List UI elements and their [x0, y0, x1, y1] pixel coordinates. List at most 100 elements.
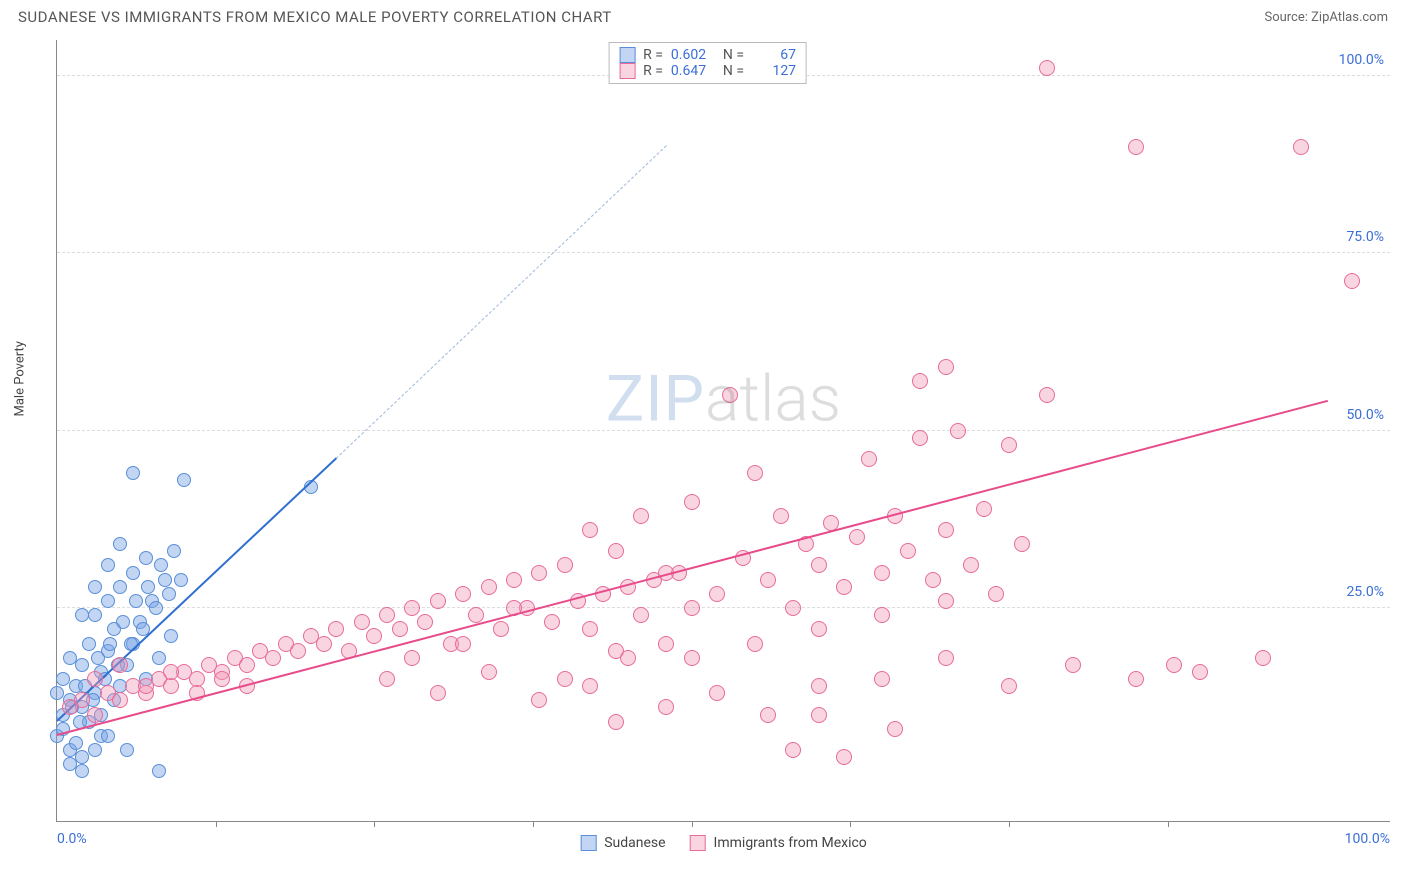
data-point — [557, 671, 573, 687]
r-label: R = — [643, 47, 663, 63]
gridline — [57, 430, 1390, 431]
data-point — [177, 473, 191, 487]
data-point — [658, 636, 674, 652]
chart-title: SUDANESE VS IMMIGRANTS FROM MEXICO MALE … — [18, 8, 612, 26]
n-value: 67 — [752, 47, 796, 63]
data-point — [139, 551, 153, 565]
data-point — [113, 537, 127, 551]
data-point — [430, 593, 446, 609]
x-tick — [216, 821, 217, 827]
data-point — [74, 692, 90, 708]
data-point — [101, 594, 115, 608]
data-point — [976, 501, 992, 517]
data-point — [265, 650, 281, 666]
data-point — [963, 557, 979, 573]
data-point — [481, 664, 497, 680]
data-point — [912, 430, 928, 446]
data-point — [88, 743, 102, 757]
data-point — [239, 657, 255, 673]
x-tick — [850, 821, 851, 827]
data-point — [506, 572, 522, 588]
data-point — [1128, 139, 1144, 155]
data-point — [112, 692, 128, 708]
data-point — [633, 508, 649, 524]
data-point — [404, 600, 420, 616]
data-point — [684, 650, 700, 666]
data-point — [126, 466, 140, 480]
data-point — [75, 608, 89, 622]
data-point — [608, 543, 624, 559]
data-point — [836, 579, 852, 595]
x-tick-min: 0.0% — [57, 831, 87, 847]
legend-label: Sudanese — [604, 835, 665, 851]
data-point — [174, 573, 188, 587]
data-point — [938, 593, 954, 609]
data-point — [709, 586, 725, 602]
legend-stats-row: R =0.647N =127 — [619, 63, 796, 79]
trend-line — [336, 145, 667, 459]
data-point — [163, 678, 179, 694]
data-point — [455, 586, 471, 602]
data-point — [874, 607, 890, 623]
y-axis-label: Male Poverty — [13, 341, 28, 416]
data-point — [468, 607, 484, 623]
data-point — [912, 373, 928, 389]
data-point — [91, 651, 105, 665]
data-point — [379, 671, 395, 687]
legend-swatch — [619, 47, 635, 63]
data-point — [747, 465, 763, 481]
data-point — [87, 707, 103, 723]
data-point — [620, 650, 636, 666]
data-point — [811, 707, 827, 723]
data-point — [152, 764, 166, 778]
data-point — [101, 558, 115, 572]
data-point — [785, 742, 801, 758]
data-point — [138, 678, 154, 694]
data-point — [722, 387, 738, 403]
data-point — [811, 678, 827, 694]
data-point — [392, 621, 408, 637]
legend-label: Immigrants from Mexico — [714, 835, 867, 851]
data-point — [379, 607, 395, 623]
x-tick — [533, 821, 534, 827]
x-tick — [374, 821, 375, 827]
legend-swatch — [690, 835, 706, 851]
n-label: N = — [723, 47, 744, 63]
r-label: R = — [643, 63, 663, 79]
data-point — [1192, 664, 1208, 680]
legend-series: Sudanese Immigrants from Mexico — [580, 835, 867, 851]
data-point — [1293, 139, 1309, 155]
data-point — [861, 451, 877, 467]
y-tick-label: 75.0% — [1346, 229, 1384, 245]
data-point — [773, 508, 789, 524]
data-point — [760, 707, 776, 723]
data-point — [988, 586, 1004, 602]
data-point — [900, 543, 916, 559]
data-point — [101, 729, 115, 743]
x-tick — [692, 821, 693, 827]
n-value: 127 — [752, 63, 796, 79]
y-tick-label: 100.0% — [1339, 52, 1384, 68]
data-point — [214, 671, 230, 687]
data-point — [849, 529, 865, 545]
data-point — [63, 651, 77, 665]
data-point — [366, 628, 382, 644]
data-point — [113, 580, 127, 594]
data-point — [1039, 60, 1055, 76]
data-point — [116, 615, 130, 629]
x-tick-max: 100.0% — [1345, 831, 1390, 847]
data-point — [582, 678, 598, 694]
data-point — [50, 686, 64, 700]
data-point — [75, 750, 89, 764]
data-point — [56, 672, 70, 686]
data-point — [1039, 387, 1055, 403]
data-point — [290, 643, 306, 659]
data-point — [811, 557, 827, 573]
data-point — [103, 637, 117, 651]
data-point — [684, 600, 700, 616]
data-point — [493, 621, 509, 637]
x-tick — [1168, 821, 1169, 827]
data-point — [112, 657, 128, 673]
legend-swatch — [580, 835, 596, 851]
data-point — [152, 651, 166, 665]
